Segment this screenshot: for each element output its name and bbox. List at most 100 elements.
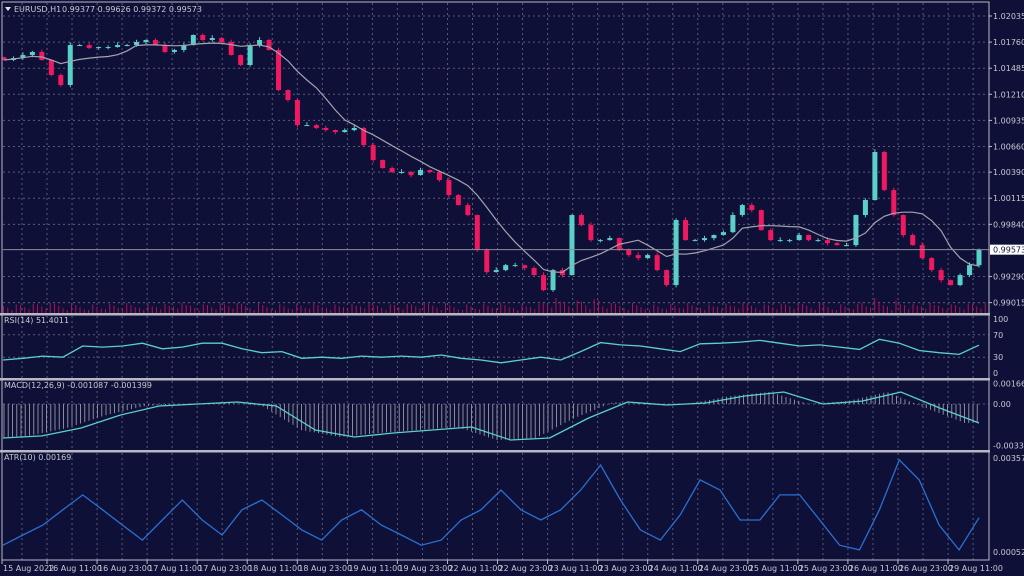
volume-bar xyxy=(147,304,149,313)
volume-bar xyxy=(462,310,463,313)
volume-bar xyxy=(389,304,391,313)
bearish-candle xyxy=(834,243,840,246)
volume-bar xyxy=(309,308,310,313)
time-axis-label: 22 Aug 23:00 xyxy=(499,564,553,573)
macd-title: MACD(12,26,9) -0.001087 -0.001399 xyxy=(4,381,152,390)
bullish-candle xyxy=(105,47,111,49)
volume-bar xyxy=(661,308,663,313)
volume-bar xyxy=(496,308,497,313)
volume-bar xyxy=(564,302,565,313)
volume-bar xyxy=(330,310,332,313)
volume-bar xyxy=(168,305,170,313)
bullish-candle xyxy=(796,235,802,241)
volume-bar xyxy=(763,304,765,313)
volume-bar xyxy=(28,309,30,313)
volume-bar xyxy=(202,304,204,313)
bearish-candle xyxy=(881,152,887,191)
volume-bar xyxy=(976,306,978,313)
bearish-candle xyxy=(436,172,442,181)
volume-bar xyxy=(831,309,833,313)
bullish-candle xyxy=(503,265,509,271)
volume-bar xyxy=(980,308,982,313)
bearish-candle xyxy=(484,250,490,273)
volume-bar xyxy=(538,303,540,313)
bullish-candle xyxy=(115,45,121,48)
volume-bar xyxy=(300,305,302,313)
volume-bar xyxy=(653,304,655,313)
volume-bar xyxy=(623,307,625,313)
volume-bar xyxy=(559,301,561,313)
volume-bar xyxy=(20,305,21,313)
panel-separator xyxy=(0,378,990,381)
volume-bar xyxy=(296,303,298,313)
bullish-candle xyxy=(493,270,499,273)
bullish-candle xyxy=(787,240,793,242)
volume-bar xyxy=(15,304,17,313)
bullish-candle xyxy=(967,265,973,276)
volume-bar xyxy=(355,305,357,313)
volume-bar xyxy=(887,306,888,313)
bearish-candle xyxy=(541,275,547,291)
time-axis-label: 26 Aug 11:00 xyxy=(849,564,903,573)
volume-bar xyxy=(470,306,472,313)
price-axis-label: 1.00935 xyxy=(993,116,1024,125)
volume-bar xyxy=(844,306,846,313)
bullish-candle xyxy=(134,42,140,46)
volume-bar xyxy=(530,307,531,313)
bullish-candle xyxy=(777,240,783,242)
bullish-candle xyxy=(77,45,83,47)
time-axis-label: 25 Aug 23:00 xyxy=(799,564,853,573)
volume-bar xyxy=(326,307,327,313)
volume-bar xyxy=(925,308,927,313)
volume-bar xyxy=(768,305,769,313)
volume-bar xyxy=(555,298,557,313)
volume-bar xyxy=(916,305,918,313)
time-axis-label: 23 Aug 11:00 xyxy=(549,564,603,573)
time-axis-label: 24 Aug 11:00 xyxy=(649,564,703,573)
volume-bar xyxy=(585,305,587,313)
volume-bar xyxy=(423,303,425,313)
bullish-candle xyxy=(20,55,26,59)
volume-bar xyxy=(224,304,225,313)
time-axis-label: 23 Aug 23:00 xyxy=(599,564,653,573)
bullish-candle xyxy=(730,215,736,233)
volume-bar xyxy=(109,303,111,313)
volume-bar xyxy=(474,308,476,313)
volume-bar xyxy=(360,306,361,313)
volume-bar xyxy=(139,307,140,313)
bearish-candle xyxy=(474,215,480,251)
volume-bar xyxy=(88,310,89,313)
bearish-candle xyxy=(200,34,206,41)
volume-bar xyxy=(130,305,132,313)
volume-bar xyxy=(610,303,612,313)
volume-bar xyxy=(984,303,986,313)
rsi-axis-label: 70 xyxy=(993,331,1003,340)
volume-bar xyxy=(547,304,548,313)
volume-bar xyxy=(398,307,400,313)
bearish-candle xyxy=(806,235,812,241)
volume-bar xyxy=(721,309,723,313)
volume-bar xyxy=(938,305,939,313)
time-axis-label: 18 Aug 11:00 xyxy=(248,564,302,573)
bearish-candle xyxy=(749,205,755,211)
volume-bar xyxy=(466,304,468,313)
volume-bar xyxy=(704,310,706,313)
bullish-candle xyxy=(304,125,310,127)
current-price-label: 0.99573 xyxy=(993,246,1024,255)
bearish-candle xyxy=(162,45,168,52)
volume-bar xyxy=(823,305,825,313)
volume-bar xyxy=(848,308,850,313)
bullish-candle xyxy=(418,170,424,176)
volume-bar xyxy=(96,306,98,313)
volume-bar xyxy=(287,308,289,313)
bearish-candle xyxy=(361,127,367,146)
volume-bar xyxy=(372,305,374,313)
volume-bar xyxy=(185,305,187,313)
atr-axis-label: 0.00052 xyxy=(993,548,1024,557)
volume-bar xyxy=(258,303,259,313)
volume-bar xyxy=(453,307,455,313)
volume-bar xyxy=(105,309,106,313)
volume-bar xyxy=(236,303,238,313)
volume-bar xyxy=(814,310,816,313)
